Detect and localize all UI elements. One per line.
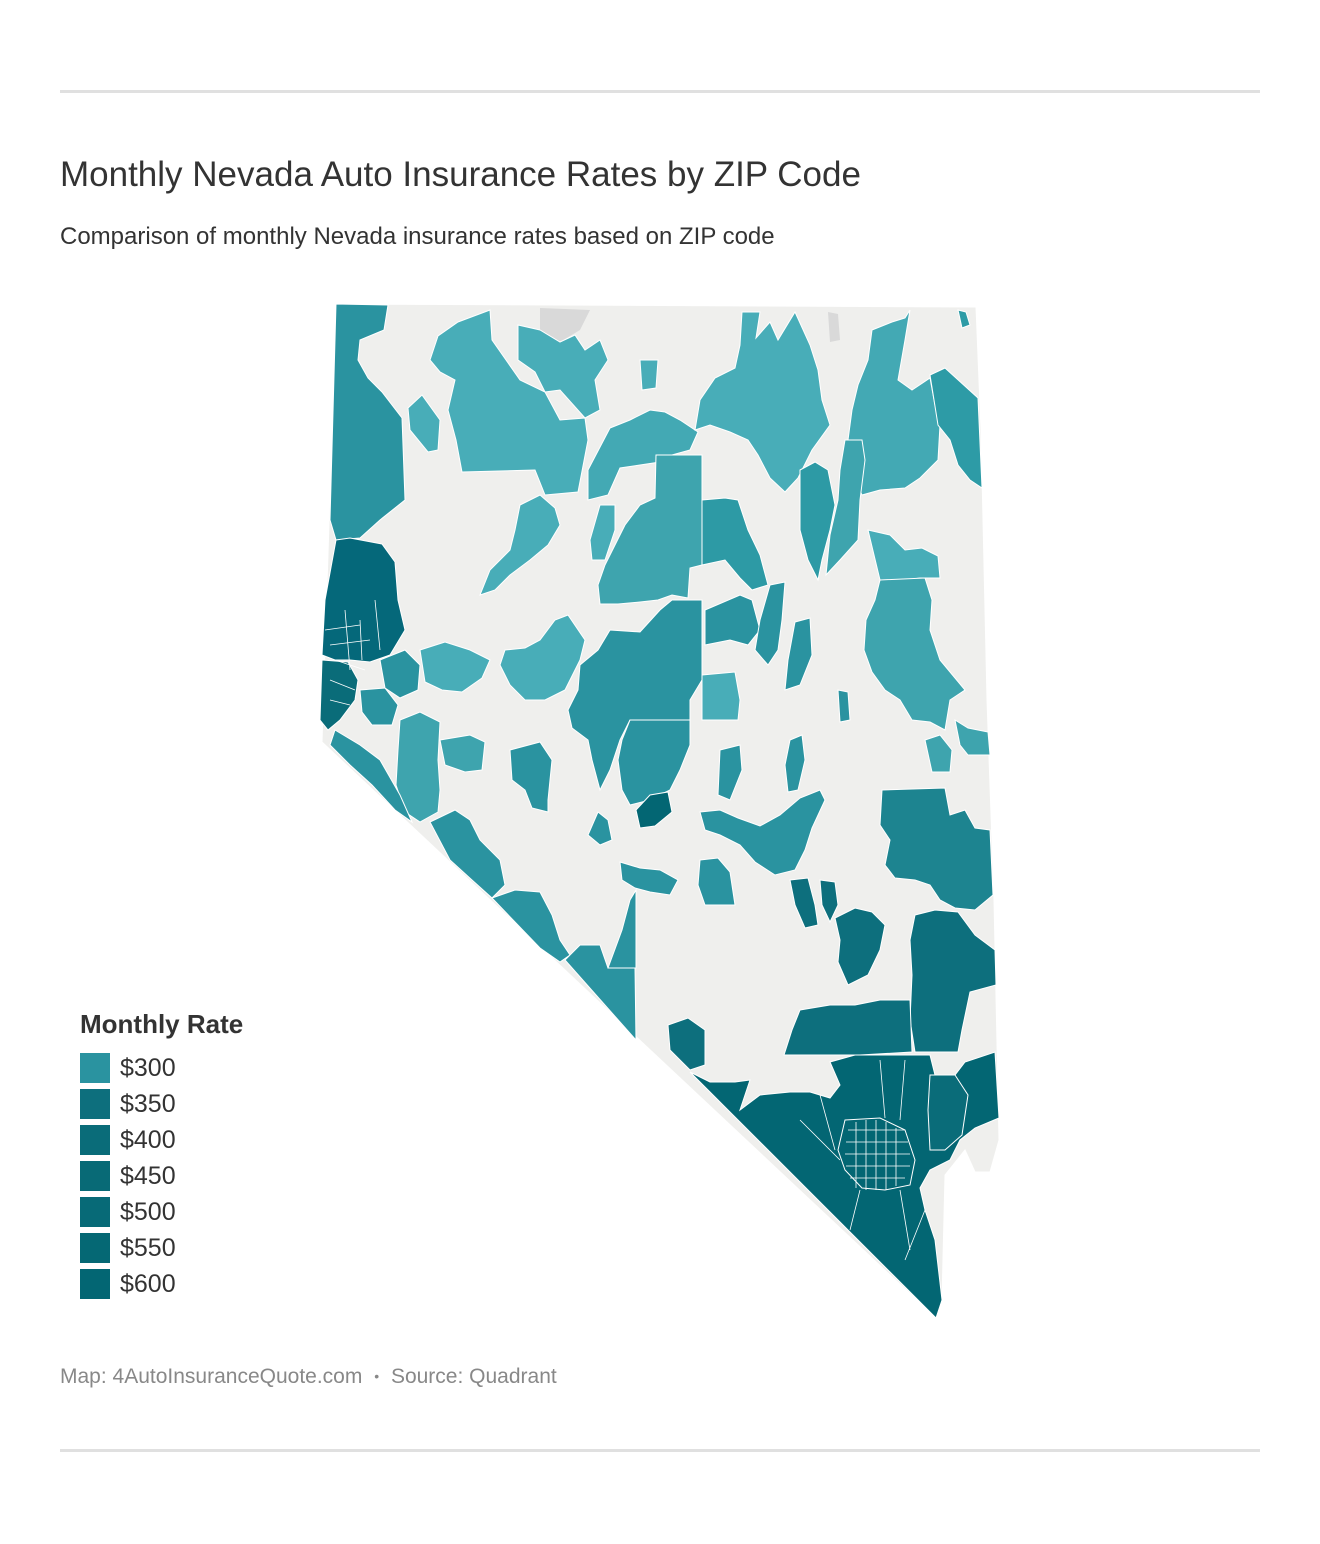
zip-region[interactable] (694, 310, 831, 493)
bottom-divider (60, 1449, 1260, 1452)
legend-item: $350 (80, 1086, 243, 1122)
las-vegas-zip-grid (799, 1059, 926, 1261)
zip-region[interactable] (837, 689, 851, 723)
zip-region[interactable] (789, 877, 819, 929)
map-footer: Map: 4AutoInsuranceQuote.com • Source: Q… (60, 1364, 557, 1391)
zip-region[interactable] (499, 614, 586, 701)
zip-region[interactable] (667, 1017, 706, 1071)
zip-region[interactable] (639, 359, 659, 391)
legend-item: $600 (80, 1266, 243, 1302)
legend-label: $450 (120, 1162, 176, 1190)
zip-region[interactable] (799, 461, 836, 582)
legend-swatch (80, 1233, 110, 1263)
zip-region[interactable] (784, 734, 806, 793)
zip-region[interactable] (407, 394, 441, 453)
zip-region[interactable] (329, 729, 414, 824)
zip-region[interactable] (635, 791, 673, 829)
legend-item: $450 (80, 1158, 243, 1194)
zip-region[interactable] (834, 907, 886, 986)
zip-region[interactable] (619, 861, 679, 896)
no-data-zone (828, 312, 840, 342)
zip-region[interactable] (784, 617, 813, 691)
zip-region[interactable] (395, 711, 441, 823)
map-credit: Map: 4AutoInsuranceQuote.com (60, 1365, 363, 1388)
zip-region[interactable] (879, 787, 994, 911)
legend-item: $500 (80, 1194, 243, 1230)
zip-region[interactable] (429, 809, 506, 899)
zip-region[interactable] (929, 367, 983, 489)
zip-region[interactable] (957, 309, 971, 329)
zip-region[interactable] (717, 744, 743, 801)
zip-region[interactable] (819, 879, 839, 924)
zip-region[interactable] (754, 581, 786, 666)
legend-item: $400 (80, 1122, 243, 1158)
legend-swatch (80, 1197, 110, 1227)
footer-separator: • (374, 1368, 380, 1384)
legend-item: $550 (80, 1230, 243, 1266)
zip-region[interactable] (954, 718, 991, 756)
zip-region[interactable] (509, 741, 553, 813)
zip-region[interactable] (419, 641, 491, 693)
page-subtitle: Comparison of monthly Nevada insurance r… (60, 223, 775, 250)
legend-item: $300 (80, 1050, 243, 1086)
legend-label: $300 (120, 1054, 176, 1082)
legend-label: $600 (120, 1270, 176, 1298)
legend-swatch (80, 1125, 110, 1155)
zip-region[interactable] (704, 594, 761, 646)
legend-swatch (80, 1269, 110, 1299)
zip-region[interactable] (589, 504, 616, 561)
zip-region[interactable] (429, 309, 589, 496)
no-data-zone (540, 308, 590, 342)
zip-region[interactable] (909, 909, 997, 1053)
page-title: Monthly Nevada Auto Insurance Rates by Z… (60, 155, 861, 194)
zip-region[interactable] (697, 857, 736, 906)
top-divider (60, 90, 1260, 93)
source-credit: Source: Quadrant (390, 1365, 557, 1388)
zip-region[interactable] (701, 671, 741, 721)
zip-region[interactable] (927, 1074, 969, 1151)
legend-swatch (80, 1089, 110, 1119)
zip-region[interactable] (825, 439, 866, 577)
zip-region[interactable] (479, 494, 561, 596)
zip-region[interactable] (567, 599, 703, 792)
map-legend: Monthly Rate $300 $350 $400 $450 $500 $5… (80, 1008, 243, 1302)
reno-zip-grid (324, 599, 381, 706)
legend-label: $350 (120, 1090, 176, 1118)
legend-label: $500 (120, 1198, 176, 1226)
nevada-zip-map[interactable] (300, 290, 1020, 1340)
legend-title: Monthly Rate (80, 1009, 244, 1039)
zip-region[interactable] (587, 811, 613, 846)
legend-label: $550 (120, 1234, 176, 1262)
zip-region[interactable] (699, 789, 826, 876)
zip-region[interactable] (439, 734, 486, 773)
zip-region[interactable] (379, 649, 421, 699)
zip-region[interactable] (597, 454, 703, 605)
legend-swatch (80, 1161, 110, 1191)
legend-label: $400 (120, 1126, 176, 1154)
zip-region[interactable] (517, 324, 609, 419)
zip-region[interactable] (491, 889, 571, 963)
zip-region[interactable] (863, 577, 966, 731)
zip-region[interactable] (847, 309, 941, 496)
zip-region[interactable] (607, 888, 637, 969)
zip-region[interactable] (783, 999, 913, 1056)
zip-region[interactable] (701, 497, 769, 591)
zip-region-reno[interactable] (321, 537, 406, 663)
zip-region[interactable] (924, 734, 953, 773)
legend-swatch (80, 1053, 110, 1083)
